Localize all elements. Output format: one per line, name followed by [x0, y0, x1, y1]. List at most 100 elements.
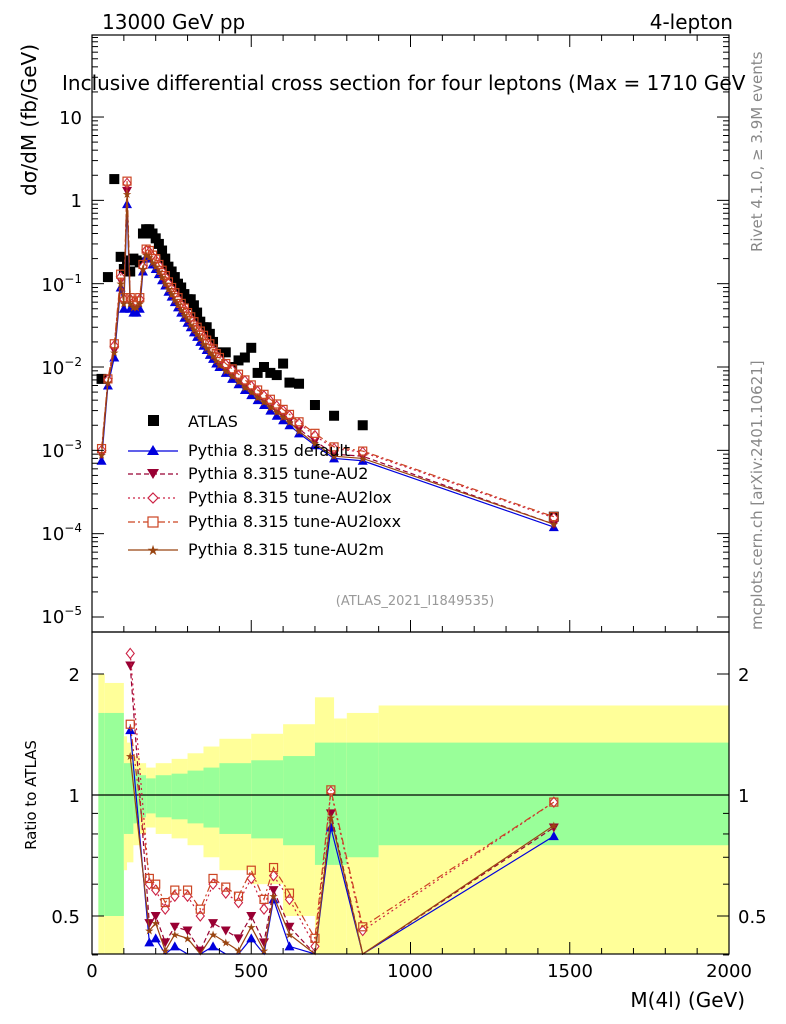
data-point-atlas [204, 328, 215, 339]
ratio-point-default [125, 725, 136, 735]
data-point-au2m: ★ [205, 346, 215, 359]
ratio-plot-frame [91, 631, 730, 955]
data-point-atlas [208, 336, 219, 347]
ratio-point-au2 [548, 823, 559, 833]
ratio-point-au2m: ★ [285, 928, 295, 941]
data-point-au2loxx [205, 339, 215, 349]
ratio-point-au2m: ★ [160, 945, 170, 958]
legend-marker-atlas [148, 415, 159, 426]
data-point-au2m: ★ [186, 319, 196, 332]
data-point-au2loxx [151, 253, 161, 264]
data-point-au2m: ★ [358, 452, 368, 465]
y-tick-label-1: 1 [71, 191, 82, 212]
ratio-point-default [284, 941, 295, 951]
ratio-point-au2 [233, 934, 244, 944]
ratio-point-au2m: ★ [151, 917, 161, 930]
data-point-au2m: ★ [103, 377, 113, 390]
ratio-tick-label-1: 1 [69, 786, 80, 807]
ratio-tick-label-2: 2 [69, 665, 80, 686]
data-point-au2m: ★ [329, 450, 339, 463]
x-tick-label-0: 0 [86, 961, 97, 982]
rivet-label: Rivet 4.1.0, ≥ 3.9M events [748, 51, 766, 252]
data-point-au2m: ★ [278, 411, 288, 424]
data-point-au2m: ★ [144, 251, 154, 264]
data-point-au2m: ★ [208, 350, 218, 363]
ratio-point-au2m: ★ [144, 925, 154, 938]
legend: ATLAS Pythia 8.315 default Pythia 8.315 … [128, 412, 401, 559]
data-point-au2loxx [240, 375, 250, 385]
ratio-point-au2m: ★ [170, 928, 180, 941]
x-tick-label-1500: 1500 [547, 961, 593, 982]
ratio-band-inner [251, 760, 284, 839]
legend-label-au2m: Pythia 8.315 tune-AU2m [188, 540, 384, 559]
data-point-au2loxx [122, 176, 132, 186]
ratio-line-au2lox [129, 653, 555, 949]
data-point-atlas [166, 266, 177, 277]
ratio-point-au2 [195, 946, 206, 956]
ratio-point-au2loxx [549, 797, 559, 807]
data-point-au2loxx [233, 369, 244, 379]
ratio-band-inner [146, 778, 156, 814]
legend-label-atlas: ATLAS [188, 412, 238, 431]
legend-marker-au2 [147, 469, 159, 479]
data-point-default [134, 303, 145, 313]
data-point-atlas [102, 272, 113, 283]
y-tick-label-1e-1: 10−1 [41, 272, 82, 296]
ratio-point-au2lox [170, 890, 180, 903]
data-point-au2 [329, 450, 340, 460]
data-point-default [96, 455, 107, 465]
data-point-au2m: ★ [116, 278, 126, 291]
data-point-atlas [96, 373, 107, 384]
ratio-band-inner [127, 763, 134, 834]
data-point-au2loxx [221, 358, 231, 369]
ratio-point-au2m: ★ [259, 945, 269, 958]
data-point-atlas [195, 316, 206, 327]
data-point-au2m: ★ [148, 256, 158, 269]
data-point-au2m: ★ [135, 297, 145, 310]
data-point-au2 [294, 425, 305, 435]
ratio-band-inner [219, 763, 252, 834]
process-label: 4-lepton [650, 10, 733, 34]
x-axis-label: M(4l) (GeV) [630, 988, 745, 1012]
ratio-band-inner [155, 775, 172, 818]
data-point-au2loxx [284, 409, 295, 419]
legend-label-au2: Pythia 8.315 tune-AU2 [188, 464, 368, 483]
legend-marker-au2lox [147, 492, 159, 504]
data-point-au2m: ★ [199, 338, 209, 351]
data-point-atlas [239, 352, 250, 363]
data-point-atlas [153, 238, 164, 249]
ratio-point-au2loxx [151, 879, 161, 889]
ratio-band-inner [139, 775, 147, 818]
ratio-band-inner [346, 742, 379, 858]
data-point-atlas [201, 322, 212, 333]
y-tick-label-1e-4: 10−4 [41, 521, 82, 545]
ratio-point-au2lox [259, 903, 269, 916]
ratio-point-au2m: ★ [208, 928, 218, 941]
ratio-point-au2m: ★ [125, 750, 135, 763]
ratio-point-au2loxx [208, 873, 218, 884]
data-point-au2m: ★ [221, 365, 231, 378]
data-point-atlas [294, 378, 305, 389]
data-point-au2m: ★ [170, 294, 180, 307]
data-point-au2m: ★ [164, 283, 174, 296]
data-point-au2m: ★ [125, 297, 135, 310]
data-point-au2loxx [358, 446, 368, 456]
data-point-au2m: ★ [179, 309, 189, 322]
ratio-point-au2loxx [195, 904, 205, 914]
y-tick-label-1e-5: 10−5 [41, 604, 82, 628]
ratio-point-au2loxx [326, 785, 336, 795]
data-point-au2loxx [329, 442, 339, 452]
data-point-au2m: ★ [128, 301, 138, 314]
data-point-au2lox [115, 271, 126, 283]
ratio-point-au2m: ★ [246, 921, 256, 934]
data-point-au2lox [310, 429, 320, 442]
data-point-atlas [233, 355, 244, 366]
ratio-point-au2loxx [284, 888, 295, 898]
ratio-band-inner [187, 770, 204, 824]
data-point-au2m: ★ [173, 299, 183, 312]
data-point-au2loxx [549, 512, 559, 522]
data-point-au2loxx [259, 389, 269, 399]
series-line-au2m [100, 193, 555, 525]
data-point-au2m: ★ [227, 370, 237, 383]
